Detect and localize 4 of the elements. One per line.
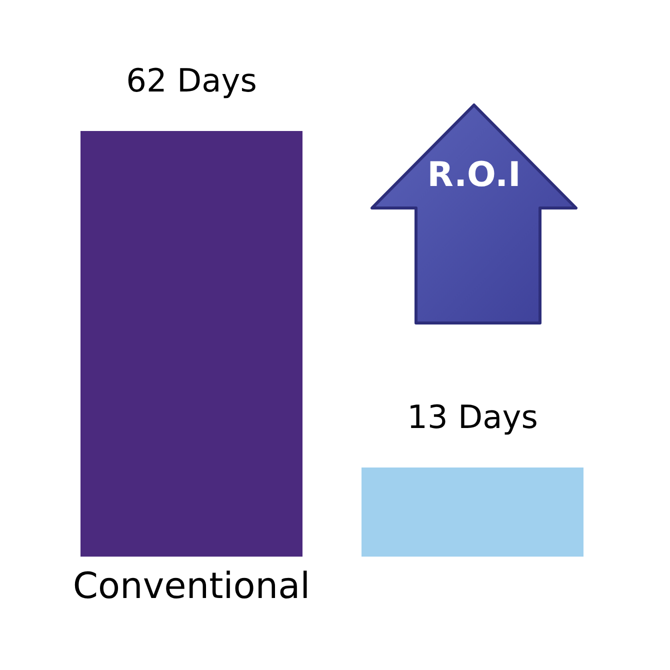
x-tick-label: Conventional bbox=[72, 566, 310, 607]
annotation: R.O.I bbox=[426, 155, 522, 195]
data-label: 13 Days bbox=[407, 398, 538, 436]
data-label: 62 Days bbox=[126, 61, 257, 100]
